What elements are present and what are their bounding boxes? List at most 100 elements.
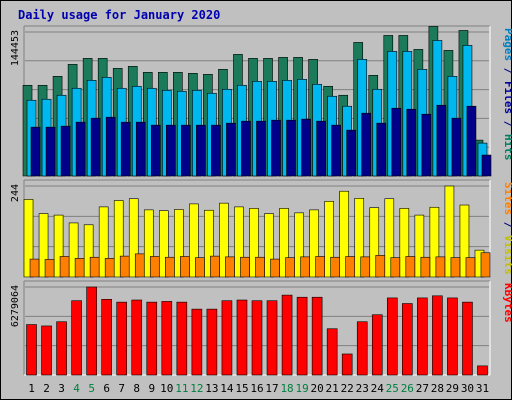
kbytes-bar-kbytes	[386, 297, 398, 376]
requests-bar-pages	[120, 121, 131, 177]
visitors-bar-visits	[128, 198, 139, 278]
requests-bar-pages	[481, 154, 492, 177]
visitors-bar-sites	[435, 256, 446, 278]
visitors-bar-visits	[159, 210, 169, 278]
x-tick-label: 16	[250, 382, 263, 395]
visitors-bar-sites	[89, 256, 100, 278]
visitors-bar-visits	[429, 206, 440, 278]
requests-bar-pages	[75, 121, 86, 177]
kbytes-legend: KBytes	[502, 283, 512, 323]
x-tick-label: 26	[401, 382, 414, 395]
visitors-bar-sites	[330, 256, 340, 278]
x-tick-label: 9	[148, 382, 155, 395]
legend-entry: Sites	[502, 182, 512, 215]
visitors-bar-sites	[255, 256, 265, 278]
requests-bar-pages	[135, 121, 146, 177]
kbytes-bar-kbytes	[41, 325, 52, 376]
visitors-bar-sites	[240, 256, 250, 278]
kbytes-bar-kbytes	[236, 299, 248, 376]
visitors-bar-visits	[113, 200, 124, 278]
kbytes-bar-kbytes	[296, 296, 308, 376]
visitors-bar-visits	[98, 206, 109, 278]
visitors-bar-visits	[68, 222, 79, 278]
kbytes-bar-kbytes	[341, 353, 353, 376]
visitors-bar-sites	[390, 257, 401, 278]
visitors-bar-sites	[44, 259, 55, 278]
chart-title: Daily usage for January 2020	[18, 8, 221, 22]
visitors-bar-visits	[83, 224, 94, 278]
legend-entry: Hits	[502, 134, 512, 161]
x-tick-label: 7	[118, 382, 125, 395]
x-tick-label: 28	[431, 382, 444, 395]
visitors-bar-visits	[23, 199, 34, 278]
visitors-bar-visits	[143, 209, 154, 278]
x-tick-label: 22	[341, 382, 354, 395]
visitors-bar-visits	[399, 208, 410, 278]
requests-bar-pages	[361, 112, 372, 177]
visitors-bar-visits	[174, 209, 184, 278]
requests-bar-pages	[316, 120, 326, 177]
kbytes-bar-kbytes	[101, 299, 112, 376]
x-tick-label: 3	[58, 382, 65, 395]
visitors-bar-sites	[465, 257, 476, 278]
legend-entry: Visits	[502, 235, 512, 275]
x-tick-label: 1	[28, 382, 35, 395]
visitors-bar-visits	[219, 202, 229, 278]
visitors-bar-visits	[309, 209, 319, 278]
visitors-bar-visits	[264, 213, 274, 278]
visitors-bar-visits	[53, 214, 64, 278]
visitors-bar-visits	[414, 214, 425, 278]
visitors-bar-sites	[180, 256, 190, 278]
visitors-bar-visits	[354, 198, 365, 278]
visitors-legend: Sites / Visits	[502, 182, 512, 275]
kbytes-bar-kbytes	[432, 295, 443, 376]
requests-bar-pages	[271, 119, 281, 177]
kbytes-bar-kbytes	[191, 308, 203, 376]
requests-bar-pages	[406, 108, 417, 177]
requests-bar-pages	[451, 117, 462, 177]
requests-legend: Pages / Files / Hits	[502, 28, 512, 161]
requests-bar-pages	[211, 124, 221, 177]
x-tick-label: 19	[295, 382, 308, 395]
visitors-bar-sites	[59, 256, 70, 278]
visitors-bar-sites	[165, 256, 175, 278]
requests-bar-pages	[181, 124, 191, 177]
visitors-bar-sites	[29, 258, 40, 278]
requests-bar-pages	[436, 104, 447, 177]
visitors-bar-sites	[210, 255, 220, 278]
kbytes-bar-kbytes	[251, 300, 263, 376]
x-tick-label: 10	[160, 382, 173, 395]
requests-bar-pages	[150, 124, 161, 177]
kbytes-bar-kbytes	[26, 324, 37, 376]
x-tick-label: 12	[190, 382, 203, 395]
visitors-bar-visits	[249, 208, 259, 278]
x-tick-label: 18	[280, 382, 293, 395]
legend-entry: /	[502, 215, 512, 235]
visitors-bar-visits	[444, 185, 455, 278]
requests-bar-pages	[30, 126, 41, 177]
requests-bar-pages	[301, 118, 311, 177]
requests-bar-pages	[105, 116, 116, 177]
legend-entry: Pages	[502, 28, 512, 61]
x-tick-label: 8	[133, 382, 140, 395]
requests-bar-pages	[376, 122, 387, 177]
visitors-bar-sites	[360, 256, 371, 278]
requests-bar-pages	[286, 119, 296, 177]
requests-bar-pages	[256, 120, 266, 177]
visitors-bar-visits	[189, 203, 199, 278]
kbytes-bar-kbytes	[281, 294, 293, 376]
kbytes-bar-kbytes	[146, 301, 158, 376]
visitors-bar-sites	[300, 256, 310, 278]
x-tick-label: 15	[235, 382, 248, 395]
visitors-bar-sites	[480, 252, 491, 278]
legend-entry: /	[502, 114, 512, 134]
x-tick-label: 11	[175, 382, 188, 395]
kbytes-bar-kbytes	[131, 299, 143, 376]
visitors-bar-sites	[270, 258, 280, 278]
kbytes-bar-kbytes	[402, 303, 413, 376]
x-tick-label: 13	[205, 382, 218, 395]
visitors-bar-visits	[324, 200, 334, 278]
kbytes-bar-kbytes	[86, 286, 97, 376]
requests-bar-pages	[196, 124, 206, 177]
visitors-bar-visits	[38, 213, 49, 278]
